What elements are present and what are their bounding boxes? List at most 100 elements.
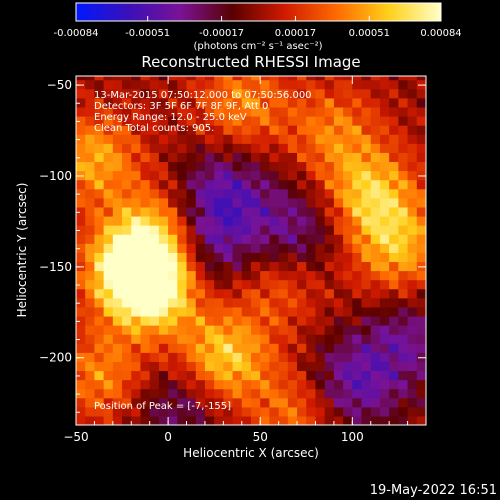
- heatmap-cell: [103, 315, 114, 326]
- heatmap-cell: [168, 215, 178, 226]
- heatmap-cell: [195, 76, 206, 81]
- heatmap-cell: [315, 206, 326, 217]
- heatmap-cell: [186, 225, 197, 235]
- heatmap-cell: [343, 115, 353, 126]
- heatmap-cell: [352, 234, 363, 244]
- heatmap-cell: [398, 397, 409, 408]
- heatmap-cell: [94, 179, 105, 190]
- heatmap-cell: [297, 397, 307, 408]
- heatmap-cell: [287, 334, 298, 344]
- heatmap-cell: [94, 370, 105, 381]
- heatmap-cell: [343, 370, 353, 381]
- heatmap-cell: [416, 152, 426, 163]
- heatmap-cell: [278, 179, 289, 190]
- heatmap-cell: [186, 106, 197, 117]
- heatmap-cell: [241, 143, 252, 153]
- heatmap-cell: [204, 161, 215, 172]
- heatmap-cell: [297, 379, 307, 390]
- heatmap-cell: [112, 234, 123, 244]
- heatmap-cell: [168, 288, 178, 299]
- heatmap-cell: [131, 361, 142, 372]
- heatmap-cell: [260, 397, 271, 408]
- heatmap-cell: [85, 325, 96, 335]
- heatmap-cell: [223, 279, 234, 290]
- heatmap-cell: [214, 106, 224, 117]
- heatmap-cell: [76, 206, 86, 217]
- heatmap-cell: [324, 152, 335, 163]
- heatmap-cell: [333, 361, 344, 372]
- heatmap-cell: [232, 306, 243, 317]
- heatmap-cell: [407, 379, 418, 390]
- heatmap-cell: [297, 115, 307, 126]
- heatmap-cell: [223, 361, 234, 372]
- heatmap-cell: [177, 115, 188, 126]
- heatmap-cell: [297, 243, 307, 253]
- heatmap-cell: [168, 361, 178, 372]
- heatmap-cell: [103, 406, 114, 417]
- heatmap-cell: [103, 370, 114, 381]
- heatmap-cell: [232, 352, 243, 362]
- heatmap-cell: [416, 379, 426, 390]
- heatmap-cell: [370, 288, 381, 299]
- heatmap-cell: [324, 288, 335, 299]
- heatmap-cell: [232, 334, 243, 344]
- heatmap-cell: [389, 134, 399, 144]
- heatmap-cell: [85, 170, 96, 181]
- heatmap-cell: [287, 197, 298, 208]
- heatmap-cell: [287, 297, 298, 308]
- heatmap-cell: [352, 334, 363, 344]
- heatmap-cell: [361, 252, 372, 263]
- heatmap-cell: [370, 225, 381, 235]
- heatmap-cell: [140, 397, 151, 408]
- heatmap-cell: [361, 197, 372, 208]
- heatmap-cell: [315, 125, 326, 135]
- heatmap-cell: [140, 88, 151, 99]
- heatmap-cell: [407, 243, 418, 253]
- heatmap-cell: [407, 79, 418, 90]
- heatmap-cell: [416, 170, 426, 181]
- heatmap-cell: [324, 76, 335, 81]
- heatmap-cell: [278, 88, 289, 99]
- heatmap-cell: [278, 343, 289, 353]
- heatmap-cell: [232, 315, 243, 326]
- heatmap-cell: [149, 79, 160, 90]
- heatmap-cell: [94, 206, 105, 217]
- heatmap-cell: [343, 97, 353, 108]
- heatmap-cell: [195, 234, 206, 244]
- observation-annotation-line: 13-Mar-2015 07:50:12.000 to 07:50:56.000: [94, 90, 312, 101]
- heatmap-cell: [204, 188, 215, 199]
- heatmap-cell: [223, 334, 234, 344]
- heatmap-cell: [131, 270, 142, 281]
- heatmap-cell: [85, 143, 96, 153]
- heatmap-cell: [389, 397, 399, 408]
- heatmap-cell: [398, 370, 409, 381]
- heatmap-cell: [287, 134, 298, 144]
- heatmap-cell: [241, 188, 252, 199]
- heatmap-cell: [140, 197, 151, 208]
- heatmap-cell: [214, 297, 224, 308]
- heatmap-cell: [122, 352, 132, 362]
- heatmap-cell: [389, 188, 399, 199]
- heatmap-cell: [186, 179, 197, 190]
- heatmap-cell: [343, 261, 353, 272]
- heatmap-cell: [122, 306, 132, 317]
- heatmap-cell: [158, 161, 169, 172]
- heatmap-cell: [204, 143, 215, 153]
- heatmap-cell: [85, 243, 96, 253]
- heatmap-cell: [168, 252, 178, 263]
- heatmap-cell: [158, 179, 169, 190]
- heatmap-cell: [76, 179, 86, 190]
- heatmap-cell: [232, 161, 243, 172]
- heatmap-cell: [315, 415, 326, 425]
- heatmap-cell: [260, 243, 271, 253]
- heatmap-cell: [379, 252, 390, 263]
- heatmap-cell: [407, 406, 418, 417]
- heatmap-cell: [186, 379, 197, 390]
- heatmap-cell: [297, 252, 307, 263]
- heatmap-cell: [214, 152, 224, 163]
- heatmap-cell: [315, 215, 326, 226]
- heatmap-cell: [315, 388, 326, 399]
- heatmap-cell: [241, 288, 252, 299]
- heatmap-cell: [232, 297, 243, 308]
- heatmap-cell: [352, 179, 363, 190]
